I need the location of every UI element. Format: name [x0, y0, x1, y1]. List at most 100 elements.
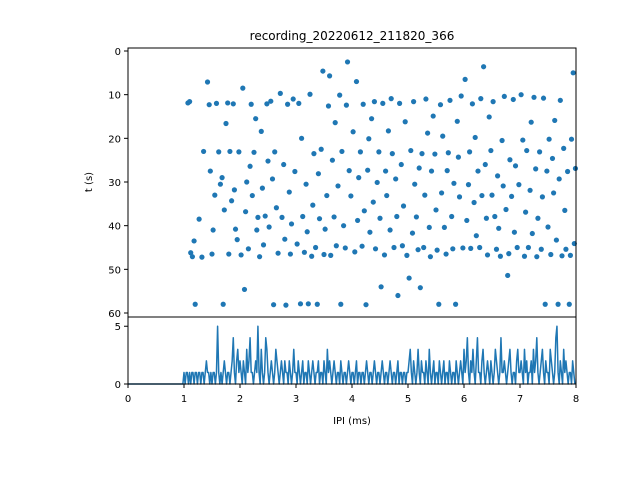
data-point — [489, 192, 495, 198]
data-point — [255, 214, 261, 220]
data-point — [486, 114, 492, 120]
data-point — [559, 253, 565, 259]
data-point — [490, 99, 496, 105]
data-point — [371, 99, 377, 105]
y-tick-label: 60 — [108, 309, 121, 320]
data-point — [566, 301, 572, 307]
data-point — [385, 128, 391, 134]
data-point — [545, 224, 551, 230]
data-point — [462, 76, 468, 82]
data-point — [384, 192, 390, 199]
data-point — [196, 216, 202, 222]
data-point — [404, 252, 410, 258]
data-point — [383, 168, 389, 174]
top-y-axis-ticks: 0 10 20 30 40 50 60 — [108, 47, 128, 320]
data-point — [287, 251, 293, 257]
data-point — [367, 229, 373, 235]
data-point — [207, 168, 213, 174]
bottom-x-axis-ticks: 0 1 2 3 4 5 6 7 8 — [125, 384, 579, 405]
data-point — [219, 175, 225, 181]
data-point — [399, 243, 405, 249]
data-point — [380, 100, 386, 106]
y-tick-label: 40 — [108, 222, 121, 233]
data-point — [290, 96, 296, 102]
data-point — [552, 117, 558, 124]
data-point — [454, 118, 460, 124]
data-point — [521, 253, 528, 259]
data-point — [273, 205, 279, 211]
data-point — [348, 193, 354, 199]
data-point — [272, 149, 278, 155]
data-point — [234, 237, 240, 243]
data-point — [296, 100, 302, 106]
y-tick-label: 0 — [115, 380, 121, 391]
data-point — [482, 161, 488, 168]
data-point — [355, 217, 361, 224]
data-point — [556, 176, 562, 182]
data-point — [327, 73, 333, 79]
data-point — [421, 244, 427, 251]
data-point — [311, 151, 317, 157]
data-point — [434, 247, 440, 253]
data-point — [475, 168, 481, 174]
data-point — [365, 167, 371, 173]
data-point — [465, 182, 472, 188]
data-point — [251, 149, 257, 155]
data-point — [525, 244, 532, 251]
data-point — [221, 207, 227, 213]
data-point — [279, 214, 285, 220]
data-point — [328, 252, 334, 258]
data-point — [376, 149, 382, 155]
data-point — [294, 241, 300, 247]
data-point — [432, 151, 438, 157]
data-point — [497, 253, 503, 259]
data-point — [436, 301, 442, 307]
data-point — [301, 249, 307, 255]
data-point — [411, 99, 417, 105]
data-point — [478, 96, 484, 102]
data-point — [565, 168, 571, 175]
data-point — [533, 166, 539, 172]
data-point — [300, 213, 306, 220]
data-point — [292, 168, 298, 175]
data-point — [206, 102, 212, 108]
data-point — [503, 206, 509, 213]
data-point — [216, 149, 222, 155]
data-point — [210, 227, 216, 233]
data-point — [304, 229, 310, 235]
data-point — [516, 182, 522, 188]
data-point — [359, 243, 365, 249]
data-point — [341, 223, 347, 229]
data-point — [189, 254, 195, 260]
data-point — [225, 100, 231, 106]
data-point — [555, 301, 561, 307]
data-point — [451, 180, 457, 186]
data-point — [395, 292, 401, 299]
data-point — [204, 79, 211, 85]
data-point — [397, 100, 403, 106]
data-point — [339, 148, 345, 155]
data-point — [372, 246, 379, 252]
data-point — [520, 137, 526, 143]
data-point — [331, 214, 337, 220]
data-point — [313, 244, 319, 251]
data-point — [282, 236, 288, 242]
data-point — [553, 237, 560, 243]
x-tick-label: 5 — [405, 394, 411, 405]
data-point — [236, 149, 242, 155]
data-point — [240, 85, 246, 91]
data-point — [484, 252, 491, 258]
data-point — [299, 135, 305, 141]
data-point — [353, 78, 360, 85]
data-point — [416, 165, 422, 171]
data-point — [325, 103, 332, 109]
data-point — [259, 185, 265, 191]
data-point — [500, 183, 506, 189]
data-point — [314, 301, 320, 307]
data-point — [534, 254, 540, 260]
data-point — [188, 250, 194, 256]
data-point — [544, 168, 550, 174]
data-point — [423, 96, 429, 102]
data-point — [220, 301, 226, 307]
